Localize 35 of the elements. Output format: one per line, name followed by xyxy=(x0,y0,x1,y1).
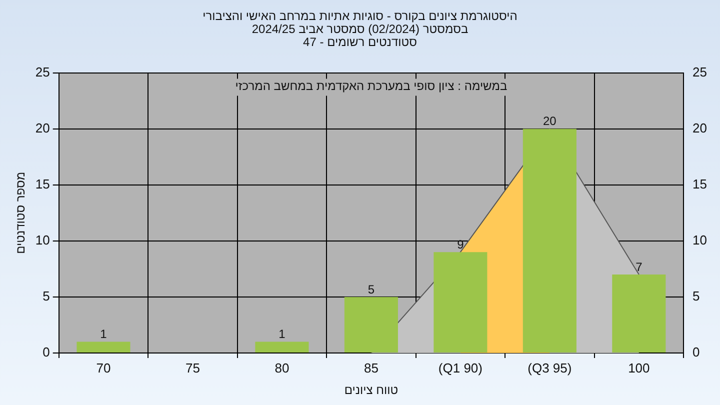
y-tick-label: 0 xyxy=(42,344,50,360)
data-label: 7 xyxy=(636,260,643,274)
data-label: 20 xyxy=(543,114,557,128)
data-label: 1 xyxy=(100,327,108,342)
bar xyxy=(344,296,398,352)
bar xyxy=(76,342,130,352)
x-tick-label: (Q3 95) xyxy=(528,360,572,376)
y-tick-label: 15 xyxy=(35,176,50,192)
bar xyxy=(434,252,488,352)
chart-title: היסטוגרמת ציונים בקורס - סוגיות אתיות במרחב האישי והציבורי xyxy=(202,9,518,23)
x-tick-label: 85 xyxy=(364,360,378,376)
y2-tick-label: 25 xyxy=(692,64,708,80)
x-tick-label: 75 xyxy=(185,360,200,376)
bar xyxy=(612,274,666,352)
bar xyxy=(255,342,309,352)
y2-tick-label: 0 xyxy=(692,344,700,360)
chart-subtitle: בסמסטר (02/2024) סמסטר אביב 2024/25 סטודנטים רשומים - 47 xyxy=(250,22,470,49)
y2-tick-label: 10 xyxy=(692,232,708,248)
y2-tick-label: 20 xyxy=(692,120,708,136)
y-tick-label: 5 xyxy=(42,288,50,304)
annotation: במשימה : ציון סופי במערכת האקדמית במחשב המרכזי xyxy=(235,79,508,94)
y2-tick-label: 15 xyxy=(692,176,708,192)
y2-tick-label: 5 xyxy=(692,288,700,304)
x-tick-label: 70 xyxy=(96,360,111,376)
y-tick-label: 25 xyxy=(35,64,50,80)
x-tick-label: 100 xyxy=(628,360,650,376)
y-tick-label: 10 xyxy=(35,232,50,248)
y-tick-label: 20 xyxy=(35,120,50,136)
data-label: 5 xyxy=(368,282,375,296)
data-label: 9 xyxy=(457,237,464,252)
x-tick-label: 80 xyxy=(274,360,290,376)
x-tick-label: (Q1 90) xyxy=(438,360,482,376)
data-label: 1 xyxy=(278,327,286,342)
y-axis-title: מספר סטודנטים xyxy=(14,172,28,254)
x-axis-title: טווח ציונים xyxy=(344,383,398,398)
